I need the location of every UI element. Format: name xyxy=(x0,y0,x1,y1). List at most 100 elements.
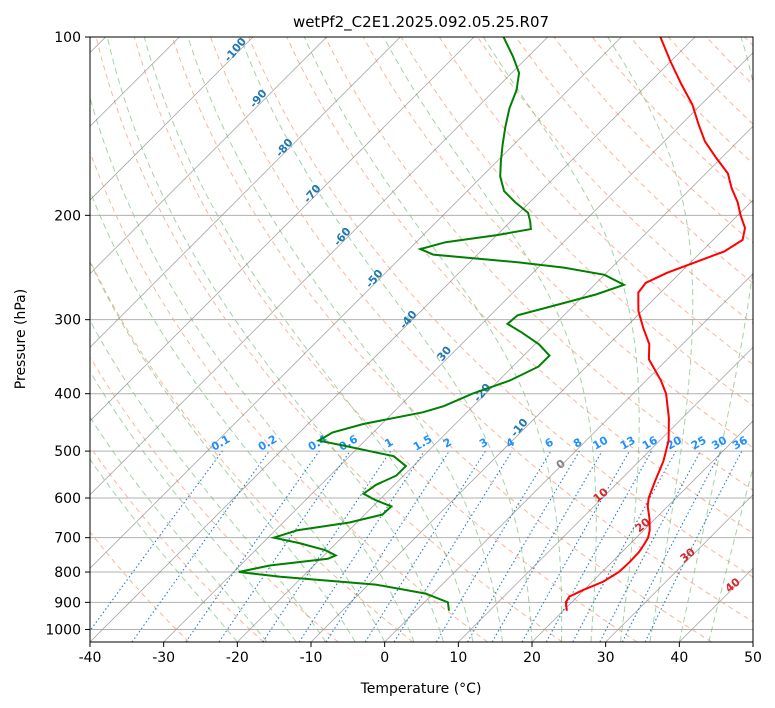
isotherm-label: 0 xyxy=(554,457,568,472)
moist-adiabat-label: -10 xyxy=(508,416,531,440)
moist-adiabat-line xyxy=(187,37,503,642)
isotherm-line xyxy=(90,37,622,569)
dry-adiabat-line xyxy=(210,37,753,623)
mixing-ratio-label: 0.6 xyxy=(337,432,361,453)
isotherm-line xyxy=(90,37,327,275)
isotherm-line xyxy=(163,52,753,642)
moist-adiabat-line xyxy=(303,37,563,642)
mixing-ratio-line xyxy=(364,450,486,642)
y-tick-label: 1000 xyxy=(45,622,81,638)
moist-adiabat-label: -90 xyxy=(247,87,270,111)
moist-adiabat-line xyxy=(708,466,753,642)
isotherm-line xyxy=(90,37,401,348)
dry-adiabat-line xyxy=(744,37,753,47)
isotherms xyxy=(90,37,753,642)
dry-adiabat-line xyxy=(706,37,753,86)
moist-adiabat-line xyxy=(239,37,533,642)
x-axis-label: Temperature (°C) xyxy=(360,681,482,697)
isotherm-line xyxy=(458,346,753,642)
isotherm-line xyxy=(384,273,753,642)
dry-adiabat-line xyxy=(400,37,753,407)
mixing-ratio-line xyxy=(572,450,677,642)
x-tick-label: -30 xyxy=(152,650,175,666)
isotherm-line xyxy=(752,641,753,642)
dry-adiabat-line xyxy=(90,356,339,642)
dry-adiabat-line xyxy=(248,37,753,578)
moist-adiabat-line xyxy=(678,37,753,642)
moist-adiabat-line xyxy=(383,37,597,642)
mixing-ratio-label: 8 xyxy=(571,436,584,451)
x-tick-label: 30 xyxy=(597,650,615,666)
profile-series xyxy=(238,37,747,611)
dry-adiabat-line xyxy=(90,150,488,642)
moist-adiabat-label: -70 xyxy=(301,182,324,206)
moist-adiabat-label: -100 xyxy=(221,35,249,65)
moist-adiabat-label: 30 xyxy=(434,343,454,363)
plot-frame xyxy=(89,36,754,643)
mixing-ratio-line xyxy=(185,450,320,642)
dewpoint-profile-line xyxy=(238,37,627,611)
dry-adiabat-label: 30 xyxy=(678,545,698,565)
dry-adiabat-line xyxy=(90,445,264,642)
moist-adiabat-line xyxy=(90,260,356,642)
x-tick-label: 40 xyxy=(670,650,688,666)
x-tick-label: 10 xyxy=(449,650,467,666)
mixing-ratio-line xyxy=(325,450,450,642)
isotherm-line xyxy=(531,420,753,642)
dry-adiabat-label: 40 xyxy=(723,575,743,595)
dry-adiabat-line xyxy=(515,37,753,284)
pressure-gridlines xyxy=(90,37,753,630)
x-tick-label: 20 xyxy=(523,650,541,666)
diagram-line-labels: 0.1 0.2 0.4 0.6 1 1.5 2 3 4 6 8 10 13 16 20 25 30 36-100-… xyxy=(209,35,750,595)
mixing-ratio-label: 10 xyxy=(591,433,611,452)
y-tick-label: 200 xyxy=(54,208,81,224)
y-tick-label: 100 xyxy=(54,30,81,46)
x-axis-ticks: -40 -30 -20 -10 0 10 20 30 40 50 xyxy=(79,642,762,666)
mixing-ratio-line xyxy=(262,450,392,642)
mixing-ratio-line xyxy=(90,450,223,632)
mixing-ratio-label: 0.1 xyxy=(209,433,232,454)
mixing-ratio-label: 1 xyxy=(382,436,395,451)
mixing-ratio-label: 30 xyxy=(709,433,729,452)
mixing-ratio-line xyxy=(467,450,580,642)
moist-adiabats xyxy=(90,37,753,642)
moist-adiabat-label: -80 xyxy=(273,136,296,160)
mixing-ratio-label: 16 xyxy=(640,433,660,452)
mixing-ratio-line xyxy=(644,450,743,642)
dry-adiabat-line xyxy=(133,37,638,642)
mixing-ratio-line xyxy=(521,450,630,642)
moist-adiabat-line xyxy=(143,37,474,642)
chart-title: wetPf2_C2E1.2025.092.05.25.R07 xyxy=(293,13,549,32)
moist-adiabat-line xyxy=(90,416,268,642)
mixing-ratio-line xyxy=(131,450,270,642)
moist-adiabat-line xyxy=(106,37,445,642)
moist-adiabat-line xyxy=(482,37,640,642)
mixing-ratio-label: 1.5 xyxy=(411,433,434,454)
y-tick-label: 800 xyxy=(54,565,81,581)
x-tick-label: 50 xyxy=(744,650,762,666)
moist-adiabat-line xyxy=(607,37,694,642)
mixing-ratio-line xyxy=(298,450,425,642)
dry-adiabat-line xyxy=(553,37,753,244)
isotherm-line xyxy=(90,37,548,496)
mixing-ratio-line xyxy=(599,450,701,642)
isotherm-line xyxy=(310,199,753,642)
y-tick-label: 900 xyxy=(54,595,81,611)
y-tick-label: 300 xyxy=(54,313,81,329)
mixing-ratio-line xyxy=(393,450,513,642)
isotherm-line xyxy=(237,125,753,642)
moist-adiabat-line xyxy=(90,370,297,642)
mixing-ratio-label: 6 xyxy=(543,435,556,450)
moist-adiabat-label: -60 xyxy=(331,225,354,249)
mixing-ratio-line xyxy=(218,450,351,642)
mixing-ratio-lines xyxy=(90,450,743,642)
x-tick-label: -20 xyxy=(226,650,249,666)
moist-adiabat-label: -50 xyxy=(363,267,386,291)
dry-adiabat-line xyxy=(90,259,414,642)
isotherm-line xyxy=(90,37,475,422)
isotherm-line xyxy=(605,494,753,642)
y-tick-label: 500 xyxy=(54,444,81,460)
mixing-ratio-line xyxy=(545,450,653,642)
dry-adiabat-line xyxy=(90,531,190,642)
